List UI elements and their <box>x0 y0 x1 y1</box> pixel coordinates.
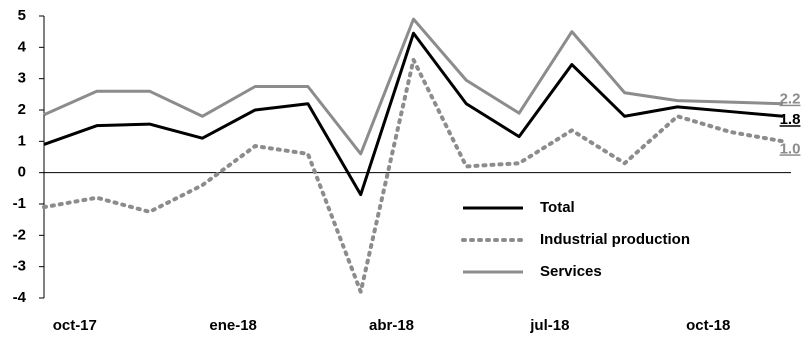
x-tick-label: oct-18 <box>686 317 730 334</box>
y-tick-label: -4 <box>13 289 27 306</box>
series-line <box>43 31 784 197</box>
series-line <box>42 57 785 294</box>
end-label: 1.0 <box>780 140 801 157</box>
series-line <box>43 17 784 156</box>
legend-label: Total <box>540 199 575 216</box>
y-tick-label: 5 <box>18 7 26 24</box>
y-tick-label: 1 <box>18 132 26 149</box>
end-label: 2.2 <box>780 91 801 108</box>
x-tick-label: oct-17 <box>53 317 97 334</box>
y-tick-label: 4 <box>18 38 27 55</box>
y-tick-label: 3 <box>18 70 26 87</box>
legend-label: Industrial production <box>540 231 690 248</box>
legend-label: Services <box>540 263 602 280</box>
y-tick-label: -3 <box>13 258 26 275</box>
end-label: 1.8 <box>780 111 801 128</box>
x-tick-label: ene-18 <box>209 317 257 334</box>
y-tick-label: -2 <box>13 226 26 243</box>
y-tick-label: 2 <box>18 101 26 118</box>
x-tick-label: jul-18 <box>529 317 569 334</box>
y-tick-label: 0 <box>18 164 26 181</box>
y-tick-label: -1 <box>13 195 26 212</box>
x-tick-label: abr-18 <box>369 317 414 334</box>
